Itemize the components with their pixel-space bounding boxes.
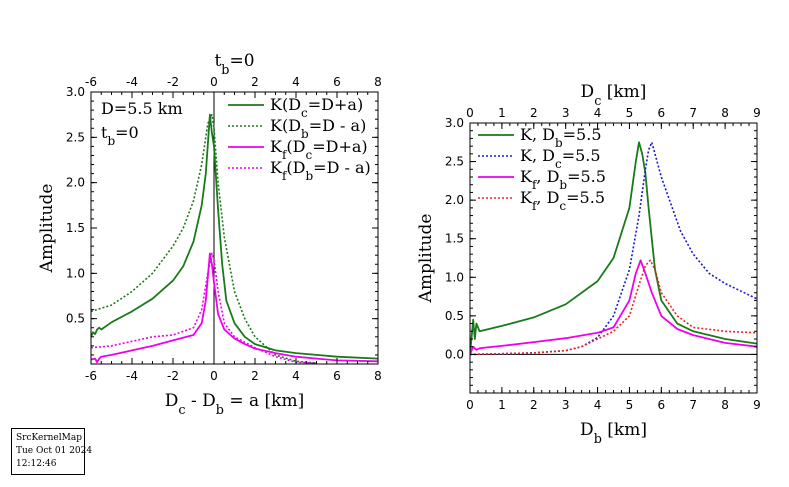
x-tick-label: 4 (594, 398, 602, 412)
x-tick-label: 6 (333, 369, 341, 383)
top-tick-label: 1 (498, 106, 506, 120)
top-tick-label: -6 (85, 75, 97, 89)
series-group (91, 113, 378, 364)
x-tick-label: 2 (530, 398, 538, 412)
legend-label-3: Kf, Db=5.5 (520, 167, 606, 192)
top-tick-label: 9 (753, 106, 761, 120)
x-tick-label: 2 (251, 369, 259, 383)
legend-label-4: Kf, Dc=5.5 (520, 188, 605, 213)
legend-label-4: Kf(Db=D - a) (270, 158, 371, 183)
top-tick-label: 2 (530, 106, 538, 120)
x-tick-label: 5 (626, 398, 634, 412)
annotation-1: D=5.5 km (101, 99, 183, 118)
y-tick-label: 2.0 (66, 176, 85, 190)
x-tick-label: -6 (85, 369, 97, 383)
series-line-3 (470, 259, 757, 355)
legend-label-1: K, Db=5.5 (520, 125, 602, 150)
y-tick-label: 3.0 (66, 85, 85, 99)
plot-stamp: SrcKernelMap Tue Oct 01 2024 12:12:46 (11, 428, 93, 475)
legend-label-2: K(Db=D - a) (270, 116, 366, 141)
top-tick-label: 0 (210, 75, 218, 89)
top-tick-label: 8 (374, 75, 382, 89)
x-tick-label: 3 (562, 398, 570, 412)
top-tick-label: 5 (626, 106, 634, 120)
top-tick-label: 0 (466, 106, 474, 120)
series-line-1 (91, 113, 378, 360)
top-tick-label: 6 (333, 75, 341, 89)
y-tick-label: 2.5 (66, 130, 85, 144)
y-axis-label: Amplitude (37, 184, 57, 274)
stamp-date: Tue Oct 01 2024 (16, 446, 93, 456)
y-tick-label: 0.5 (66, 312, 85, 326)
top-tick-label: 2 (251, 75, 259, 89)
x-axis-label: Db [km] (580, 420, 647, 447)
top-tick-label: -4 (126, 75, 138, 89)
x-tick-label: 1 (498, 398, 506, 412)
top-tick-label: 8 (721, 106, 729, 120)
stamp-time: 12:12:46 (16, 459, 57, 469)
x-tick-label: -2 (167, 369, 179, 383)
top-tick-label: -2 (167, 75, 179, 89)
stamp-program: SrcKernelMap (16, 433, 82, 443)
y-tick-label: 1.0 (66, 266, 85, 280)
x-tick-label: 9 (753, 398, 761, 412)
top-tick-label: 6 (658, 106, 666, 120)
top-tick-label: 3 (562, 106, 570, 120)
y-tick-label: 1.5 (445, 232, 464, 246)
x-tick-label: 0 (466, 398, 474, 412)
x-tick-label: 6 (658, 398, 666, 412)
annotation-2: tb=0 (101, 123, 139, 148)
top-axis-label: tb=0 (214, 51, 254, 78)
x-tick-label: 8 (374, 369, 382, 383)
y-tick-label: 2.0 (445, 193, 464, 207)
series-line-4 (91, 252, 317, 364)
series-line-4 (470, 259, 757, 356)
chart-2: 0 1 2 3 4 5 6 7 8 9 0 1 2 3 4 5 6 7 8 9 Dc [km] 0.0 0.5 1.0 1.5 2… (416, 82, 761, 447)
y-tick-label: 0.0 (445, 347, 464, 361)
y-axis-label: Amplitude (416, 214, 436, 304)
x-tick-label: 0 (210, 369, 218, 383)
y-tick-label: 1.0 (445, 270, 464, 284)
series-line-3 (91, 252, 378, 364)
top-tick-label: 4 (594, 106, 602, 120)
x-tick-label: 7 (689, 398, 697, 412)
series-line-2 (91, 113, 317, 364)
top-tick-label: 7 (689, 106, 697, 120)
legend-label-1: K(Dc=D+a) (270, 95, 363, 120)
legend-label-2: K, Dc=5.5 (520, 146, 601, 171)
top-axis-label: Dc [km] (581, 82, 647, 109)
y-tick-label: 2.5 (445, 155, 464, 169)
x-tick-label: 4 (292, 369, 300, 383)
x-axis-label: Dc - Db = a [km] (165, 391, 304, 418)
y-tick-label: 3.0 (445, 116, 464, 130)
legend-label-3: Kf(Dc=D+a) (270, 137, 368, 162)
chart-1: -6 -4 -2 0 2 4 6 8 -6 -4 -2 0 2 4 6 8 tb=0 0.5 1.0 1.5 2.0 2.… (37, 51, 382, 418)
series-group (470, 141, 757, 356)
y-tick-label: 1.5 (66, 221, 85, 235)
x-tick-label: -4 (126, 369, 138, 383)
top-tick-label: 4 (292, 75, 300, 89)
x-tick-label: 8 (721, 398, 729, 412)
y-tick-label: 0.5 (445, 309, 464, 323)
series-line-1 (470, 141, 757, 355)
